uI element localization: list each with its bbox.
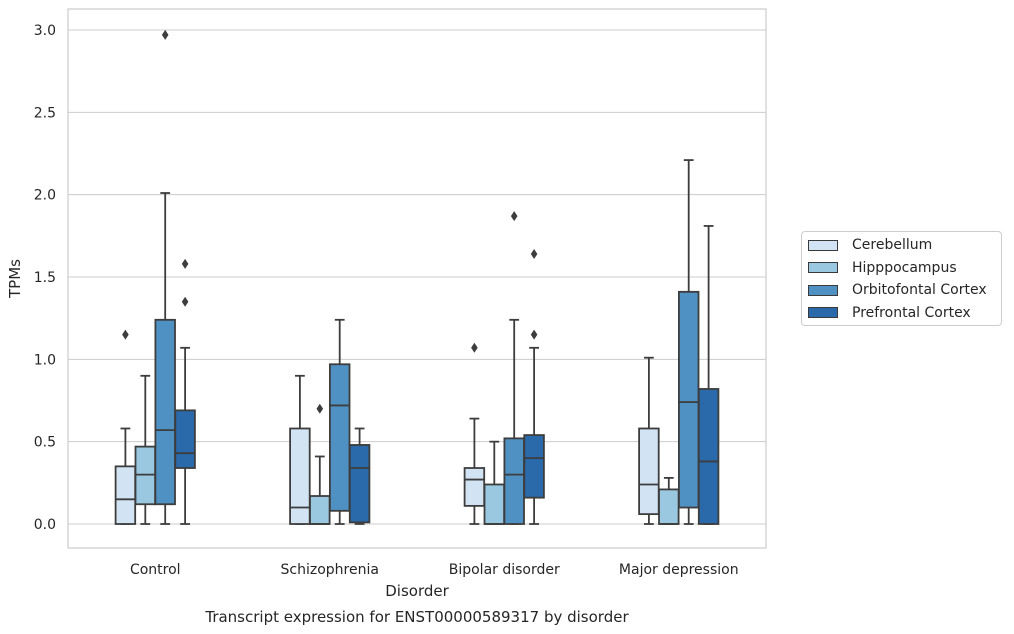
y-tick-label: 2.0 (34, 188, 56, 204)
box-iqr (523, 434, 545, 499)
legend-label: Hipppocampus (852, 259, 957, 276)
box-iqr (678, 290, 700, 509)
legend-item: Orbitofontal Cortex (808, 280, 987, 300)
y-axis-ticks: 0.0 0.5 1.0 1.5 2.0 2.5 3.0 (34, 23, 56, 533)
x-tick-label: Major depression (619, 562, 739, 578)
outlier-point (122, 329, 129, 340)
y-tick-label: 1.0 (34, 352, 56, 368)
y-tick-label: 2.5 (34, 105, 56, 121)
box-hipppocampus-1 (309, 403, 331, 525)
box-iqr (503, 437, 525, 525)
box-iqr (483, 483, 506, 525)
outlier-point (510, 211, 518, 222)
box-iqr (463, 467, 486, 507)
outlier-point (161, 29, 169, 40)
chart-caption: Transcript expression for ENST0000058931… (204, 608, 629, 626)
box-hipppocampus-0 (134, 374, 157, 525)
x-axis-ticks: Control Schizophrenia Bipolar disorder Majo… (130, 562, 739, 578)
legend: Cerebellum Hipppocampus Orbitofontal Corte… (801, 231, 1002, 326)
box-orbitofontal-cortex-1 (328, 318, 351, 525)
x-tick-label: Bipolar disorder (449, 562, 560, 578)
box-iqr (154, 318, 176, 506)
box-orbitofontal-cortex-2 (503, 211, 525, 525)
legend-item: Hipppocampus (808, 258, 957, 278)
box-iqr (114, 465, 137, 525)
y-tick-label: 0.0 (34, 517, 56, 533)
box-iqr (658, 488, 680, 525)
legend-label: Orbitofontal Cortex (852, 282, 987, 298)
legend-item: Cerebellum (808, 235, 932, 255)
legend-label: Prefrontal Cortex (852, 304, 971, 321)
x-tick-label: Control (130, 562, 181, 578)
outlier-point (316, 403, 324, 414)
box-iqr (697, 388, 720, 525)
y-tick-label: 3.0 (34, 23, 56, 39)
outlier-point (471, 342, 478, 353)
legend-label: Cerebellum (852, 237, 933, 253)
box-iqr (328, 363, 351, 512)
y-axis-label: TPMs (6, 259, 24, 299)
box-iqr (348, 444, 371, 524)
y-tick-label: 1.5 (34, 270, 56, 286)
box-orbitofontal-cortex-0 (154, 29, 176, 525)
legend-swatch (808, 239, 838, 251)
box-prefrontal-cortex-2 (523, 248, 545, 525)
x-axis-label: Disorder (385, 582, 449, 600)
outlier-point (530, 248, 538, 259)
box-cerebellum-3 (638, 356, 660, 525)
box-prefrontal-cortex-1 (348, 427, 371, 525)
box-iqr (638, 427, 660, 516)
box-cerebellum-2 (463, 342, 486, 525)
legend-swatch (808, 262, 838, 273)
outlier-point (530, 329, 538, 340)
box-orbitofontal-cortex-3 (678, 159, 700, 525)
y-tick-label: 0.5 (34, 435, 56, 451)
legend-item: Prefrontal Cortex (808, 303, 971, 323)
box-iqr (174, 409, 196, 469)
boxes (114, 29, 720, 525)
legend-swatch (808, 284, 838, 296)
box-iqr (289, 427, 311, 525)
box-prefrontal-cortex-0 (174, 258, 196, 525)
box-cerebellum-1 (289, 374, 311, 525)
x-tick-label: Schizophrenia (281, 562, 379, 578)
legend-swatch (808, 307, 838, 318)
outlier-point (181, 258, 189, 269)
box-iqr (309, 495, 331, 525)
outlier-point (181, 296, 189, 307)
box-prefrontal-cortex-3 (697, 225, 720, 525)
